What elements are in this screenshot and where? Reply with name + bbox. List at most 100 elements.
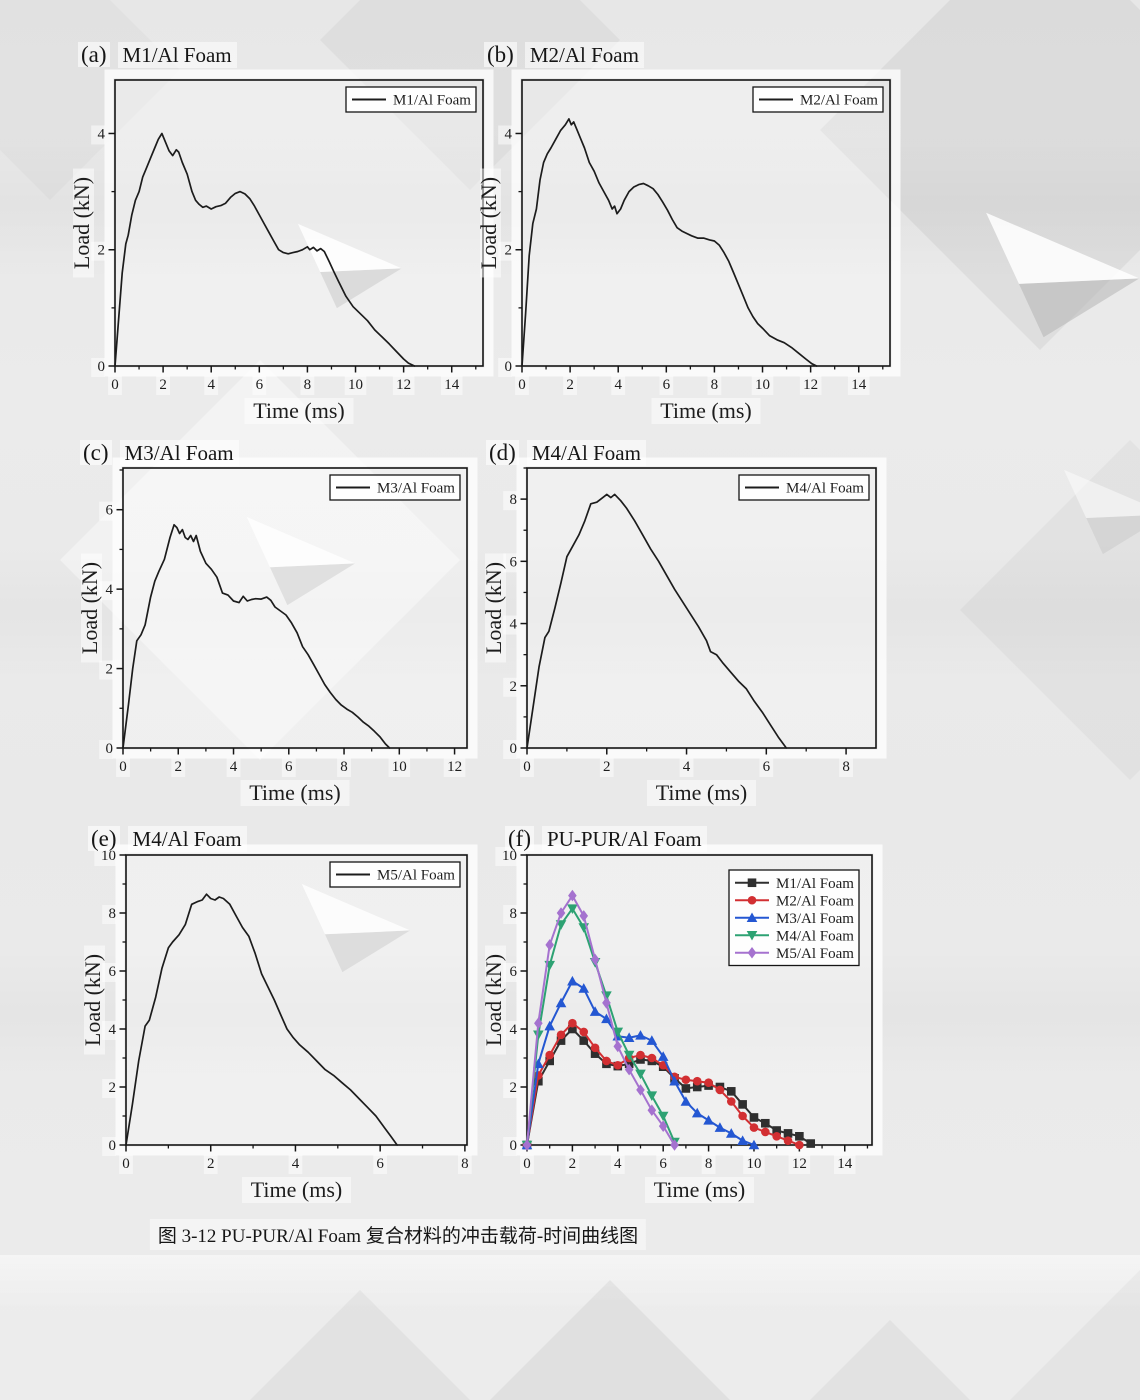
svg-text:10: 10 — [392, 759, 407, 775]
svg-text:2: 2 — [106, 662, 114, 678]
svg-text:14: 14 — [444, 377, 460, 393]
svg-text:6: 6 — [659, 1156, 667, 1172]
panel-name-c: M3/Al Foam — [119, 440, 239, 466]
panel-name-b: M2/Al Foam — [524, 42, 644, 68]
svg-text:6: 6 — [285, 759, 293, 775]
svg-text:Time (ms): Time (ms) — [656, 780, 747, 805]
svg-text:8: 8 — [109, 906, 117, 922]
panel-label-a: (a) — [78, 42, 110, 67]
svg-text:10: 10 — [755, 377, 770, 393]
svg-text:6: 6 — [510, 554, 518, 570]
panel-label-c: (c) — [80, 440, 112, 465]
svg-text:0: 0 — [510, 741, 518, 757]
chart-pu-pur-al-foam: 0 2 4 6 8 10 12 14 0 2 4 6 8 10 Time (ms) Load (kN) M1/A… — [480, 843, 886, 1209]
svg-text:4: 4 — [106, 582, 114, 598]
svg-text:M4/Al Foam: M4/Al Foam — [786, 481, 864, 497]
panel-label-d: (d) — [486, 440, 519, 465]
svg-text:2: 2 — [510, 1080, 518, 1096]
svg-text:2: 2 — [566, 377, 574, 393]
svg-text:6: 6 — [256, 377, 264, 393]
svg-text:4: 4 — [614, 377, 622, 393]
svg-text:4: 4 — [683, 759, 691, 775]
svg-text:0: 0 — [518, 377, 526, 393]
svg-text:4: 4 — [230, 759, 238, 775]
svg-text:Load (kN): Load (kN) — [485, 562, 506, 654]
svg-text:8: 8 — [461, 1156, 469, 1172]
svg-text:8: 8 — [705, 1156, 713, 1172]
chart-m4-al-foam: 0 2 4 6 8 0 2 4 6 8 Time (ms) Load (kN) M4/Al Foam — [480, 456, 890, 812]
panel-name-a: M1/Al Foam — [117, 42, 237, 68]
svg-text:Time (ms): Time (ms) — [251, 1177, 342, 1202]
svg-text:Time (ms): Time (ms) — [660, 398, 751, 423]
panel-label-e: (e) — [88, 826, 120, 851]
svg-text:Load (kN): Load (kN) — [480, 177, 501, 269]
decor-diamond — [400, 1280, 820, 1400]
svg-text:0: 0 — [98, 359, 106, 375]
svg-text:2: 2 — [98, 243, 106, 259]
svg-text:Time (ms): Time (ms) — [249, 780, 340, 805]
svg-text:6: 6 — [106, 503, 114, 519]
svg-text:4: 4 — [510, 617, 518, 633]
svg-text:6: 6 — [763, 759, 771, 775]
svg-text:0: 0 — [106, 741, 114, 757]
svg-text:4: 4 — [614, 1156, 622, 1172]
svg-text:0: 0 — [523, 1156, 531, 1172]
svg-text:Load (kN): Load (kN) — [73, 177, 94, 269]
panel-label-b: (b) — [484, 42, 517, 67]
svg-text:2: 2 — [207, 1156, 215, 1172]
svg-text:Time (ms): Time (ms) — [654, 1177, 745, 1202]
svg-text:10: 10 — [348, 377, 363, 393]
svg-text:M1/Al Foam: M1/Al Foam — [393, 93, 471, 109]
svg-text:4: 4 — [109, 1022, 117, 1038]
chart-m3-al-foam: 0 2 4 6 8 10 12 0 2 4 6 Time (ms) Load (kN) M3/Al Foa… — [76, 456, 481, 812]
svg-text:M3/Al Foam: M3/Al Foam — [776, 911, 854, 927]
svg-text:2: 2 — [603, 759, 611, 775]
svg-text:M2/Al Foam: M2/Al Foam — [800, 93, 878, 109]
panel-label-f: (f) — [505, 826, 534, 851]
svg-text:4: 4 — [505, 126, 513, 142]
svg-text:2: 2 — [505, 243, 513, 259]
svg-text:M4/Al Foam: M4/Al Foam — [776, 928, 854, 944]
svg-text:6: 6 — [663, 377, 671, 393]
svg-text:0: 0 — [119, 759, 127, 775]
svg-text:12: 12 — [447, 759, 462, 775]
svg-text:14: 14 — [837, 1156, 853, 1172]
svg-text:M2/Al Foam: M2/Al Foam — [776, 893, 854, 909]
svg-text:14: 14 — [851, 377, 867, 393]
svg-text:0: 0 — [109, 1138, 117, 1154]
svg-text:2: 2 — [510, 679, 518, 695]
svg-text:Load (kN): Load (kN) — [485, 954, 506, 1046]
panel-title-e: (e) M4/Al Foam — [88, 826, 247, 852]
svg-text:2: 2 — [109, 1080, 117, 1096]
svg-text:M1/Al Foam: M1/Al Foam — [776, 876, 854, 892]
svg-text:8: 8 — [340, 759, 348, 775]
svg-text:8: 8 — [711, 377, 719, 393]
svg-text:0: 0 — [510, 1138, 518, 1154]
svg-text:Time (ms): Time (ms) — [253, 398, 344, 423]
svg-text:6: 6 — [109, 964, 117, 980]
svg-text:Load (kN): Load (kN) — [84, 954, 105, 1046]
svg-text:4: 4 — [207, 377, 215, 393]
svg-text:10: 10 — [101, 848, 116, 864]
svg-text:Load (kN): Load (kN) — [81, 562, 102, 654]
svg-text:4: 4 — [98, 126, 106, 142]
svg-text:6: 6 — [510, 964, 518, 980]
svg-text:8: 8 — [510, 906, 518, 922]
svg-text:0: 0 — [111, 377, 119, 393]
panel-title-d: (d) M4/Al Foam — [486, 440, 646, 466]
chart-m1-al-foam: 0 2 4 6 8 10 12 14 0 2 4 Time (ms) Load (kN) M1/Al Fo… — [68, 68, 497, 430]
svg-text:M5/Al Foam: M5/Al Foam — [377, 868, 455, 884]
decor-diamond — [1000, 1260, 1140, 1400]
svg-text:6: 6 — [376, 1156, 384, 1172]
svg-text:8: 8 — [842, 759, 850, 775]
svg-text:8: 8 — [304, 377, 312, 393]
svg-text:12: 12 — [792, 1156, 807, 1172]
decor-diamond — [700, 1320, 1080, 1400]
panel-name-f: PU-PUR/Al Foam — [541, 826, 707, 852]
panel-title-b: (b) M2/Al Foam — [484, 42, 644, 68]
decor-diamond — [960, 440, 1140, 780]
svg-text:4: 4 — [292, 1156, 300, 1172]
svg-text:0: 0 — [505, 359, 513, 375]
decor-diamond — [210, 1290, 510, 1400]
